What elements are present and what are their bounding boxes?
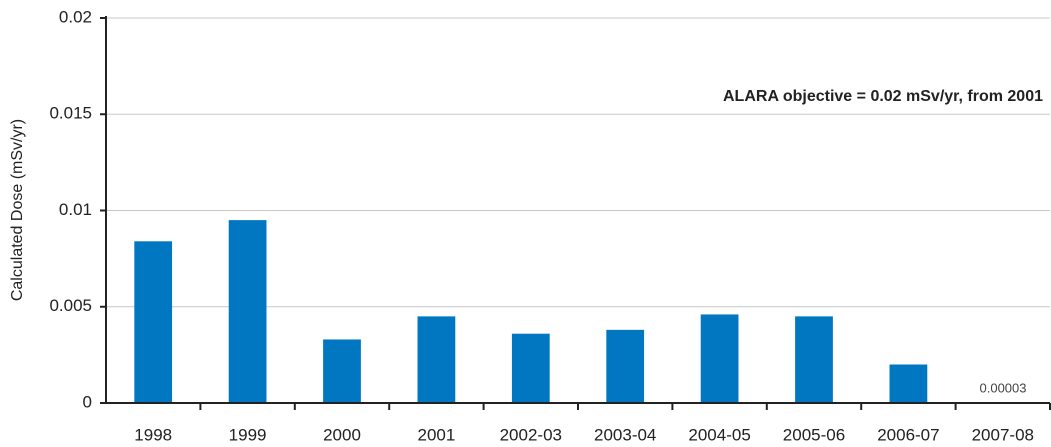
- y-tick-label: 0.005: [49, 296, 92, 315]
- x-tick-label: 2006-07: [877, 425, 939, 444]
- y-tick-label: 0.01: [59, 200, 92, 219]
- x-tick-label: 2001: [417, 425, 455, 444]
- y-tick-label: 0.02: [59, 7, 92, 26]
- y-axis-label: Calculated Dose (mSv/yr): [9, 119, 26, 301]
- bar: [417, 316, 456, 403]
- bar: [889, 364, 928, 403]
- y-tick-label: 0.015: [49, 104, 92, 123]
- bar: [795, 316, 833, 403]
- x-tick-label: 2000: [323, 425, 361, 444]
- x-tick-label: 2003-04: [594, 425, 656, 444]
- bar: [511, 333, 550, 403]
- x-tick-label: 2005-06: [783, 425, 845, 444]
- bar: [134, 241, 173, 403]
- x-tick-label: 1999: [229, 425, 267, 444]
- x-tick-label: 2002-03: [500, 425, 562, 444]
- data-label: 0.00003: [980, 380, 1027, 395]
- y-tick-label: 0: [83, 392, 92, 411]
- bar: [700, 314, 739, 403]
- x-tick-label: 2004-05: [688, 425, 750, 444]
- x-tick-label: 2007-08: [972, 425, 1034, 444]
- x-tick-label: 1998: [134, 425, 172, 444]
- annotation: ALARA objective = 0.02 mSv/yr, from 2001: [723, 88, 1043, 105]
- bar: [606, 329, 645, 403]
- bar: [228, 220, 267, 403]
- bar: [323, 339, 361, 403]
